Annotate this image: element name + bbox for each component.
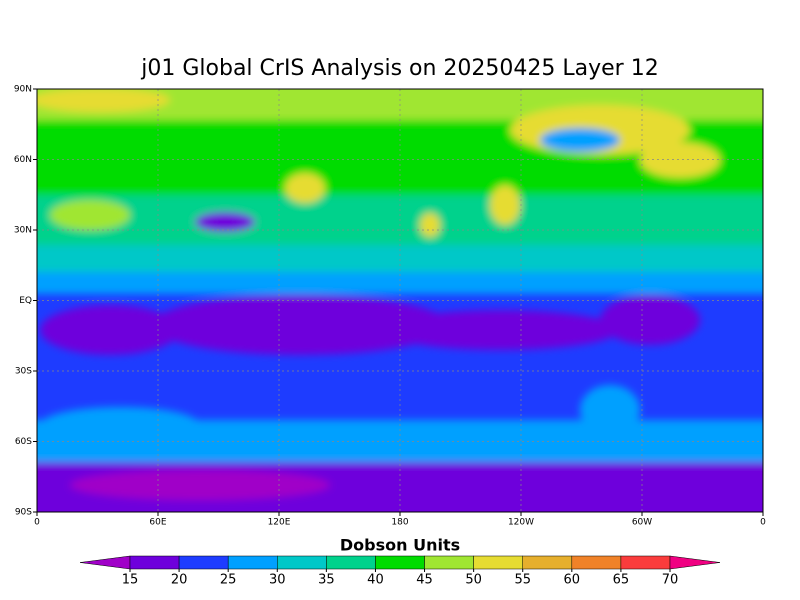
lat-label: 60S (15, 437, 32, 447)
colorbar-label: 15 (122, 573, 139, 588)
colorbar-label: 25 (220, 573, 237, 588)
colorbar-bin (571, 555, 622, 570)
colorbar-bin (178, 555, 229, 570)
lat-label: 90N (14, 85, 32, 95)
colorbar-label: 45 (416, 573, 433, 588)
colorbar-label: 60 (564, 573, 581, 588)
colorbar-label: 20 (171, 573, 188, 588)
colorbar-high (669, 555, 721, 570)
colorbar-title: Dobson Units (340, 536, 460, 555)
title: j01 Global CrIS Analysis on 20250425 Lay… (140, 56, 658, 81)
colorbar-bin (326, 555, 376, 570)
lon-label: 60E (149, 518, 166, 528)
colorbar-label: 50 (465, 573, 482, 588)
lon-label: 0 (760, 518, 766, 528)
lat-label: 90S (15, 508, 32, 518)
colorbar-label: 70 (662, 573, 679, 588)
colorbar-label: 65 (613, 573, 630, 588)
colorbar-label: 30 (269, 573, 286, 588)
colorbar-bin (375, 555, 425, 570)
colorbar-bin (424, 555, 474, 570)
colorbar-bin (620, 555, 671, 570)
colorbar-label: 40 (367, 573, 384, 588)
colorbar-bin (522, 555, 573, 570)
lon-label: 0 (34, 518, 40, 528)
lat-label: 60N (14, 155, 32, 165)
graticule (37, 89, 763, 512)
lon-label: 60W (632, 518, 652, 528)
colorbar-bin (227, 555, 278, 570)
colorbar-bin (129, 555, 180, 570)
colorbar-low (79, 555, 131, 570)
lat-label: 30N (14, 226, 32, 236)
colorbar-label: 55 (514, 573, 531, 588)
lon-label: 120W (508, 518, 534, 528)
lat-label: EQ (19, 296, 32, 306)
ozone-field (37, 89, 763, 512)
colorbar-label: 35 (318, 573, 335, 588)
colorbar-bin (277, 555, 327, 570)
lon-label: 180 (391, 518, 408, 528)
lon-label: 120E (268, 518, 291, 528)
colorbar-bin (473, 555, 523, 570)
lat-label: 30S (15, 367, 32, 377)
